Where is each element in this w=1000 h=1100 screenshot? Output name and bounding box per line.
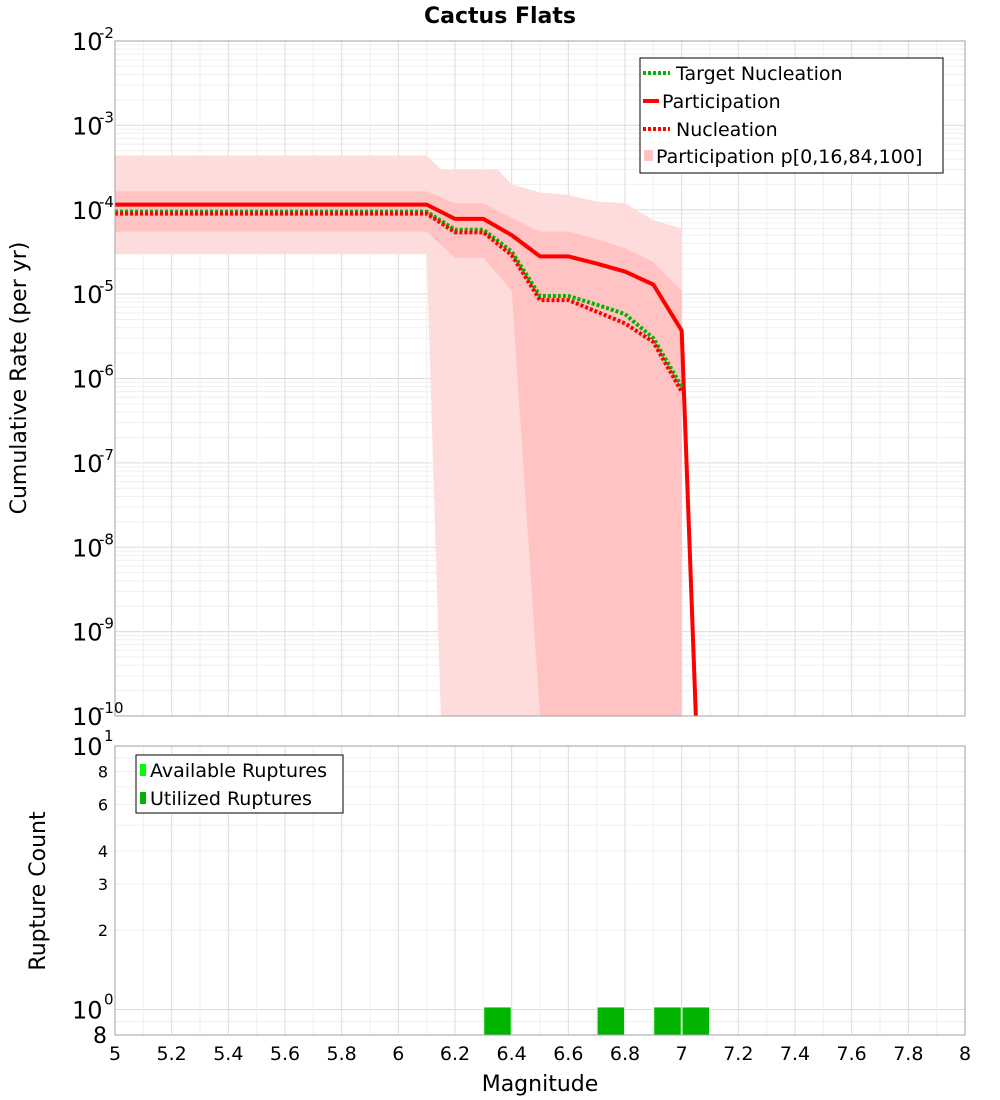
x-tick-label: 7.2 xyxy=(723,1043,753,1065)
count-y-tick-label: 2 xyxy=(98,921,108,940)
rate-y-tick-exponent: -8 xyxy=(99,530,114,548)
legend-label-available-ruptures: Available Ruptures xyxy=(150,760,327,782)
count-y-tick-label: 8 xyxy=(98,763,108,782)
rate-lines xyxy=(115,202,698,717)
legend-swatch-participation-range xyxy=(644,150,653,161)
rate-y-tick-label: 10 xyxy=(72,450,103,478)
x-tick-label: 6.4 xyxy=(497,1043,527,1065)
rate-y-tick-exponent: -3 xyxy=(99,108,114,126)
rate-legend-box xyxy=(639,57,944,174)
legend-label-target-nucleation: Target Nucleation xyxy=(675,63,843,85)
rate-y-tick-label: 10 xyxy=(72,366,103,394)
rate-y-tick-label: 10 xyxy=(72,534,103,562)
count-plot-frame xyxy=(114,745,966,1036)
x-tick-label: 7.8 xyxy=(893,1043,923,1065)
rate-y-tick-label: 10 xyxy=(72,197,103,225)
x-tick-label: 7.4 xyxy=(780,1043,810,1065)
rate-y-tick-exponent: -10 xyxy=(99,699,124,717)
count-legend: Available Ruptures Utilized Ruptures xyxy=(135,754,344,814)
chart-title: Cactus Flats xyxy=(424,4,576,29)
bar-utilized-ruptures xyxy=(597,1007,624,1035)
series-line-participation xyxy=(115,202,698,717)
legend-label-nucleation: Nucleation xyxy=(676,119,778,141)
count-y-tick-exponent: 1 xyxy=(104,727,114,745)
rate-y-axis-label: Cumulative Rate (per yr) xyxy=(7,242,32,515)
rate-y-tick-exponent: -5 xyxy=(99,277,114,295)
rate-y-tick-exponent: -7 xyxy=(99,446,114,464)
x-tick-label: 8 xyxy=(959,1043,971,1065)
x-tick-label: 7 xyxy=(676,1043,688,1065)
legend-label-utilized-ruptures: Utilized Ruptures xyxy=(150,788,312,810)
legend-label-participation-range: Participation p[0,16,84,100] xyxy=(656,146,922,168)
rate-y-tick-label: 10 xyxy=(72,619,103,647)
rate-y-tick-label: 10 xyxy=(72,281,103,309)
count-legend-box xyxy=(135,754,344,814)
rate-legend: Target Nucleation Participation Nucleati… xyxy=(639,57,944,174)
x-tick-label: 5.4 xyxy=(213,1043,243,1065)
x-tick-label: 6.8 xyxy=(610,1043,640,1065)
rate-y-tick-label: 10 xyxy=(72,703,103,731)
count-y-tick-label: 3 xyxy=(98,875,108,894)
count-y-tick-label: 6 xyxy=(98,795,108,814)
x-tick-label: 6.6 xyxy=(553,1043,583,1065)
rate-y-tick-exponent: -4 xyxy=(99,193,114,211)
x-tick-label: 5.8 xyxy=(327,1043,357,1065)
bar-utilized-ruptures xyxy=(682,1007,709,1035)
rupture-bars xyxy=(484,1007,709,1035)
x-tick-label: 7.6 xyxy=(837,1043,867,1065)
legend-swatch-available-ruptures xyxy=(140,764,146,776)
count-y-tick-label: 10 xyxy=(72,996,103,1024)
rate-y-tick-exponent: -6 xyxy=(99,362,114,380)
x-axis-label: Magnitude xyxy=(482,1072,599,1097)
rate-y-tick-exponent: -2 xyxy=(99,24,114,42)
series-line-target-nucleation xyxy=(115,209,684,388)
count-y-tick-label: 8 xyxy=(93,1024,107,1049)
legend-label-participation: Participation xyxy=(662,91,781,113)
x-tick-label: 5.2 xyxy=(157,1043,187,1065)
x-tick-label: 6.2 xyxy=(440,1043,470,1065)
magnitude-x-axis: 5 5.2 5.4 5.6 5.8 6 6.2 6.4 6.6 6.8 7 7.2 7.4 7.6 7.8 8 xyxy=(109,1043,971,1065)
legend-swatch-utilized-ruptures xyxy=(140,792,146,804)
rate-plot-frame xyxy=(114,40,966,717)
rate-y-tick-label: 10 xyxy=(72,28,103,56)
x-tick-label: 5 xyxy=(109,1043,121,1065)
x-tick-label: 6 xyxy=(392,1043,404,1065)
count-y-tick-label: 4 xyxy=(98,842,108,861)
x-tick-label: 5.6 xyxy=(270,1043,300,1065)
rate-y-tick-exponent: -9 xyxy=(99,615,114,633)
count-y-axis-label: Rupture Count xyxy=(26,811,51,971)
count-y-tick-exponent: 0 xyxy=(104,990,114,1008)
rate-y-tick-label: 10 xyxy=(72,112,103,140)
band-participation-p16-p84 xyxy=(115,191,682,717)
count-y-tick-label: 10 xyxy=(72,733,103,761)
bar-utilized-ruptures xyxy=(654,1007,681,1035)
bar-utilized-ruptures xyxy=(484,1007,511,1035)
